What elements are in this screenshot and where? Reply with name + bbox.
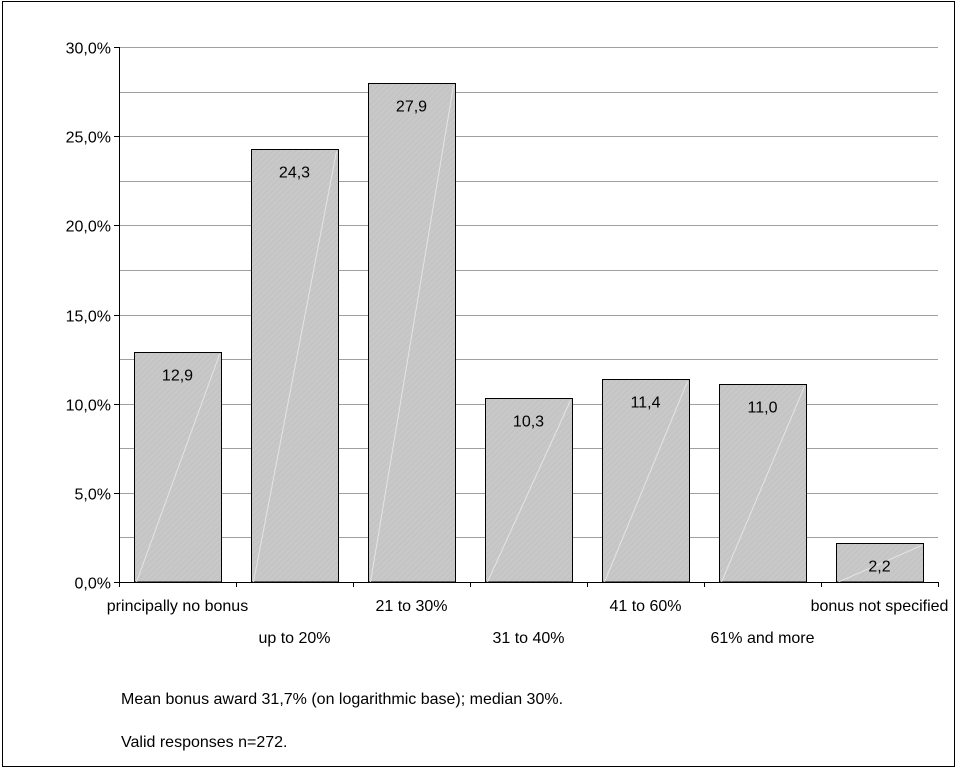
value-label-1: 12,9	[162, 368, 193, 385]
y-tick-label: 5,0%	[75, 487, 111, 504]
y-tick-label: 30,0%	[66, 41, 111, 58]
x-tick-label-6: 61% and more	[710, 630, 814, 647]
value-label-5: 11,4	[631, 395, 661, 412]
x-tick-label-2: up to 20%	[258, 630, 330, 647]
value-label-6: 11,0	[748, 400, 778, 417]
y-tick-label: 15,0%	[66, 309, 111, 326]
bar-6-shine	[721, 386, 805, 583]
bar-3-shine	[370, 85, 454, 583]
bar-4-shine	[487, 400, 571, 583]
bar-chart: 12,9 24,3 27,9 10,3 11,4 11,0 2,2 0,0% 5,0% 10,0%…	[66, 41, 949, 648]
valid-note: Valid responses n=272.	[121, 734, 288, 751]
labels: 12,9 24,3 27,9 10,3 11,4 11,0 2,2 0,0% 5,0% 10,0%…	[66, 41, 949, 648]
value-label-4: 10,3	[513, 414, 544, 431]
value-label-2: 24,3	[279, 165, 310, 182]
y-tick-label: 10,0%	[66, 398, 111, 415]
value-label-7: 2,2	[868, 559, 890, 576]
bar-5-shine	[604, 381, 688, 583]
y-tick-label: 25,0%	[66, 130, 111, 147]
axes	[114, 47, 939, 587]
bar-2-shine	[253, 151, 337, 583]
bars	[134, 83, 924, 583]
bar-7	[836, 543, 924, 583]
x-tick-label-3: 21 to 30%	[375, 598, 447, 615]
value-label-3: 27,9	[396, 99, 427, 116]
x-tick-label-5: 41 to 60%	[609, 598, 681, 615]
y-tick-label: 0,0%	[75, 576, 111, 593]
x-tick-label-4: 31 to 40%	[492, 630, 564, 647]
x-tick-label-7: bonus not specified	[811, 598, 949, 615]
bar-1-shine	[136, 354, 220, 583]
mean-note: Mean bonus award 31,7% (on logarithmic b…	[121, 691, 564, 708]
bar-7-shine	[838, 545, 922, 583]
x-tick-label-1: principally no bonus	[107, 598, 248, 615]
y-tick-label: 20,0%	[66, 219, 111, 236]
